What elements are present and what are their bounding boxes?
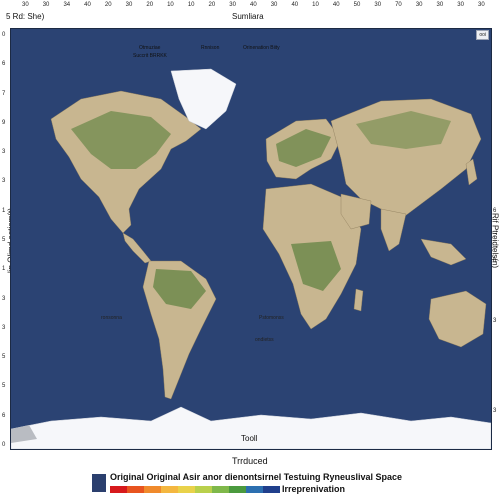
label-antarctica: Tooll — [241, 434, 258, 443]
bottom-title: Trrduced — [232, 456, 268, 466]
central-america — [122, 232, 152, 264]
top-tick-label: 20 — [208, 2, 216, 8]
header-left-label: 5 Rd: She) — [6, 12, 45, 21]
top-tick-label: 34 — [63, 2, 71, 8]
top-tick-label: 40 — [250, 2, 257, 8]
corner-box[interactable]: ooi — [476, 30, 489, 40]
top-tick-label: 30 — [436, 2, 444, 8]
top-tick-label: 40 — [84, 2, 91, 8]
left-tick-label: 3 — [2, 149, 6, 156]
left-tick-label: 9 — [2, 119, 6, 126]
india — [380, 208, 407, 252]
map-title: Sumliara — [232, 12, 264, 21]
top-tick-label: 20 — [104, 2, 112, 8]
top-tick-label: 40 — [332, 2, 340, 8]
antarctic-peninsula — [11, 425, 37, 443]
label-arctic-3: Rnnison — [201, 45, 220, 51]
legend-swatch — [92, 474, 106, 492]
left-tick-label: 5 — [2, 237, 6, 243]
label-arctic-2: Succrit BRRKK — [133, 53, 168, 59]
top-tick-label: 20 — [146, 2, 154, 8]
left-tick-label: 0 — [2, 32, 6, 38]
top-tick-label: 30 — [22, 2, 29, 8]
legend-color-step — [161, 486, 178, 493]
legend-color-bar — [110, 486, 280, 493]
left-tick-label: 3 — [2, 324, 6, 331]
top-tick-label: 40 — [291, 2, 299, 8]
antarctica — [11, 406, 491, 449]
top-tick-row: 30 30 34 40 20 30 20 10 10 20 30 40 30 40 10 40 50 30 70 30… — [10, 2, 490, 10]
left-tick-label: 0 — [2, 442, 6, 448]
left-tick-label: 5 — [2, 354, 6, 361]
top-tick-label: 10 — [312, 2, 319, 8]
legend-color-step — [246, 486, 263, 493]
se-asia-islands — [420, 238, 467, 266]
left-tick-label: 5 — [2, 383, 6, 390]
top-tick-label: 10 — [187, 2, 195, 8]
right-tick-column: 6 6 3 3 — [491, 28, 500, 448]
top-tick-label: 30 — [229, 2, 236, 8]
left-tick-label: 7 — [2, 90, 6, 97]
europe-forest — [276, 129, 331, 167]
top-tick-label: 30 — [42, 2, 50, 8]
label-arctic-4: Orinenation Biity — [243, 45, 280, 51]
australia — [428, 290, 487, 348]
legend-color-step — [127, 486, 144, 493]
top-tick-label: 30 — [478, 2, 485, 8]
right-tick-label: 3 — [493, 318, 497, 324]
right-tick-label: 3 — [493, 408, 497, 414]
top-tick-label: 30 — [457, 2, 464, 8]
legend-color-step — [263, 486, 280, 493]
top-tick-label: 30 — [270, 2, 278, 8]
top-tick-label: 30 — [125, 2, 133, 8]
left-tick-label: 1 — [2, 266, 6, 273]
left-tick-label: 3 — [2, 178, 6, 185]
left-tick-label: 3 — [2, 295, 6, 302]
japan — [465, 158, 478, 186]
arabia — [340, 193, 372, 230]
legend-title-line1: Original Original Asir anor dienontsirne… — [110, 472, 403, 482]
legend-color-step — [229, 486, 246, 493]
legend-color-step — [195, 486, 212, 493]
legend-color-step — [212, 486, 229, 493]
greenland — [170, 68, 237, 130]
world-map-svg: Otmuziae Succrit BRRKK Rnnison Orinenati… — [11, 45, 491, 449]
asia-forest — [356, 111, 451, 149]
left-tick-label: 6 — [2, 61, 6, 68]
top-tick-label: 50 — [353, 2, 361, 8]
label-indian-1: Pstomonss — [259, 315, 284, 321]
label-arctic-1: Otmuziae — [139, 45, 161, 51]
top-tick-label: 10 — [167, 2, 174, 8]
legend-color-step — [144, 486, 161, 493]
africa-forest — [291, 241, 341, 291]
legend-title-line2: Irreprenivation — [282, 484, 346, 494]
top-tick-label: 30 — [415, 2, 423, 8]
right-tick-label: 6 — [493, 208, 497, 214]
top-tick-label: 30 — [374, 2, 382, 8]
legend-color-step — [110, 486, 127, 493]
right-tick-label: 6 — [493, 258, 497, 264]
north-america-forest — [71, 111, 171, 169]
left-tick-column: 0 6 7 9 3 3 1 5 1 3 3 5 5 6 0 — [0, 28, 9, 448]
top-tick-label: 70 — [395, 2, 402, 8]
label-pacific: ronsonna — [101, 315, 122, 321]
legend-color-step — [178, 486, 195, 493]
world-map[interactable]: Otmuziae Succrit BRRKK Rnnison Orinenati… — [10, 28, 492, 450]
left-tick-label: 1 — [2, 207, 6, 214]
left-tick-label: 6 — [2, 412, 6, 419]
amazon-forest — [153, 269, 206, 309]
label-indian-2: ondietss — [255, 337, 274, 343]
madagascar — [353, 288, 364, 312]
